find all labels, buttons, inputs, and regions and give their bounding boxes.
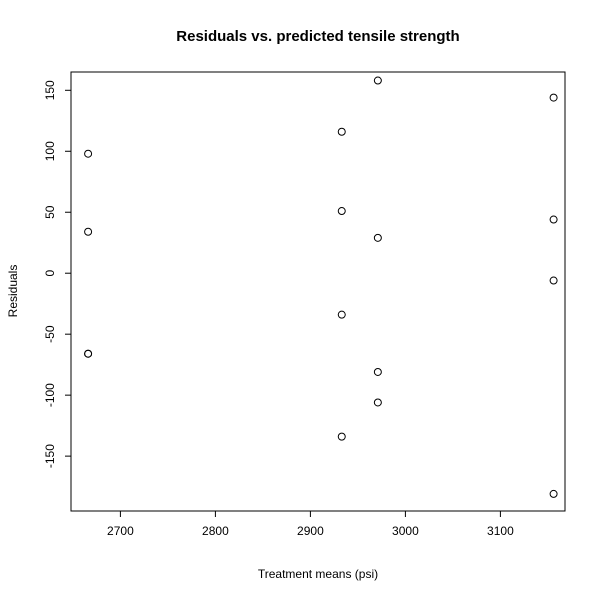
data-point-10: [373, 367, 382, 376]
x-tick-label-4: 3100: [487, 524, 514, 538]
y-tick-label-1: -100: [43, 383, 57, 407]
x-axis-label: Treatment means (psi): [258, 567, 378, 581]
data-point-11: [373, 398, 382, 407]
data-point-1: [84, 227, 93, 236]
x-axis: 2700 2800 2900 3000 3100: [107, 511, 514, 538]
data-point-6: [337, 310, 346, 319]
data-point-0: [84, 149, 93, 158]
y-tick-label-2: -50: [43, 325, 57, 343]
x-tick-label-0: 2700: [107, 524, 134, 538]
x-tick-label-2: 2900: [297, 524, 324, 538]
data-point-5: [337, 207, 346, 216]
data-point-14: [549, 276, 558, 285]
plot-frame: [70, 71, 566, 512]
data-point-12: [549, 93, 558, 102]
y-tick-label-6: 150: [43, 80, 57, 100]
data-point-15: [549, 489, 558, 498]
data-point-4: [337, 127, 346, 136]
y-axis-label: Residuals: [6, 265, 20, 318]
data-point-3: [84, 349, 93, 358]
y-tick-label-4: 50: [43, 205, 57, 219]
y-tick-label-0: -150: [43, 444, 57, 468]
data-point-8: [373, 76, 382, 85]
x-tick-label-3: 3000: [392, 524, 419, 538]
y-axis: -150 -100 -50 0 50 100 150: [43, 80, 71, 468]
y-tick-label-3: 0: [43, 270, 57, 277]
x-tick-label-1: 2800: [202, 524, 229, 538]
data-point-9: [373, 233, 382, 242]
data-points: [84, 76, 558, 498]
chart-title: Residuals vs. predicted tensile strength: [176, 28, 459, 45]
data-point-7: [337, 432, 346, 441]
data-point-13: [549, 215, 558, 224]
y-tick-label-5: 100: [43, 141, 57, 161]
